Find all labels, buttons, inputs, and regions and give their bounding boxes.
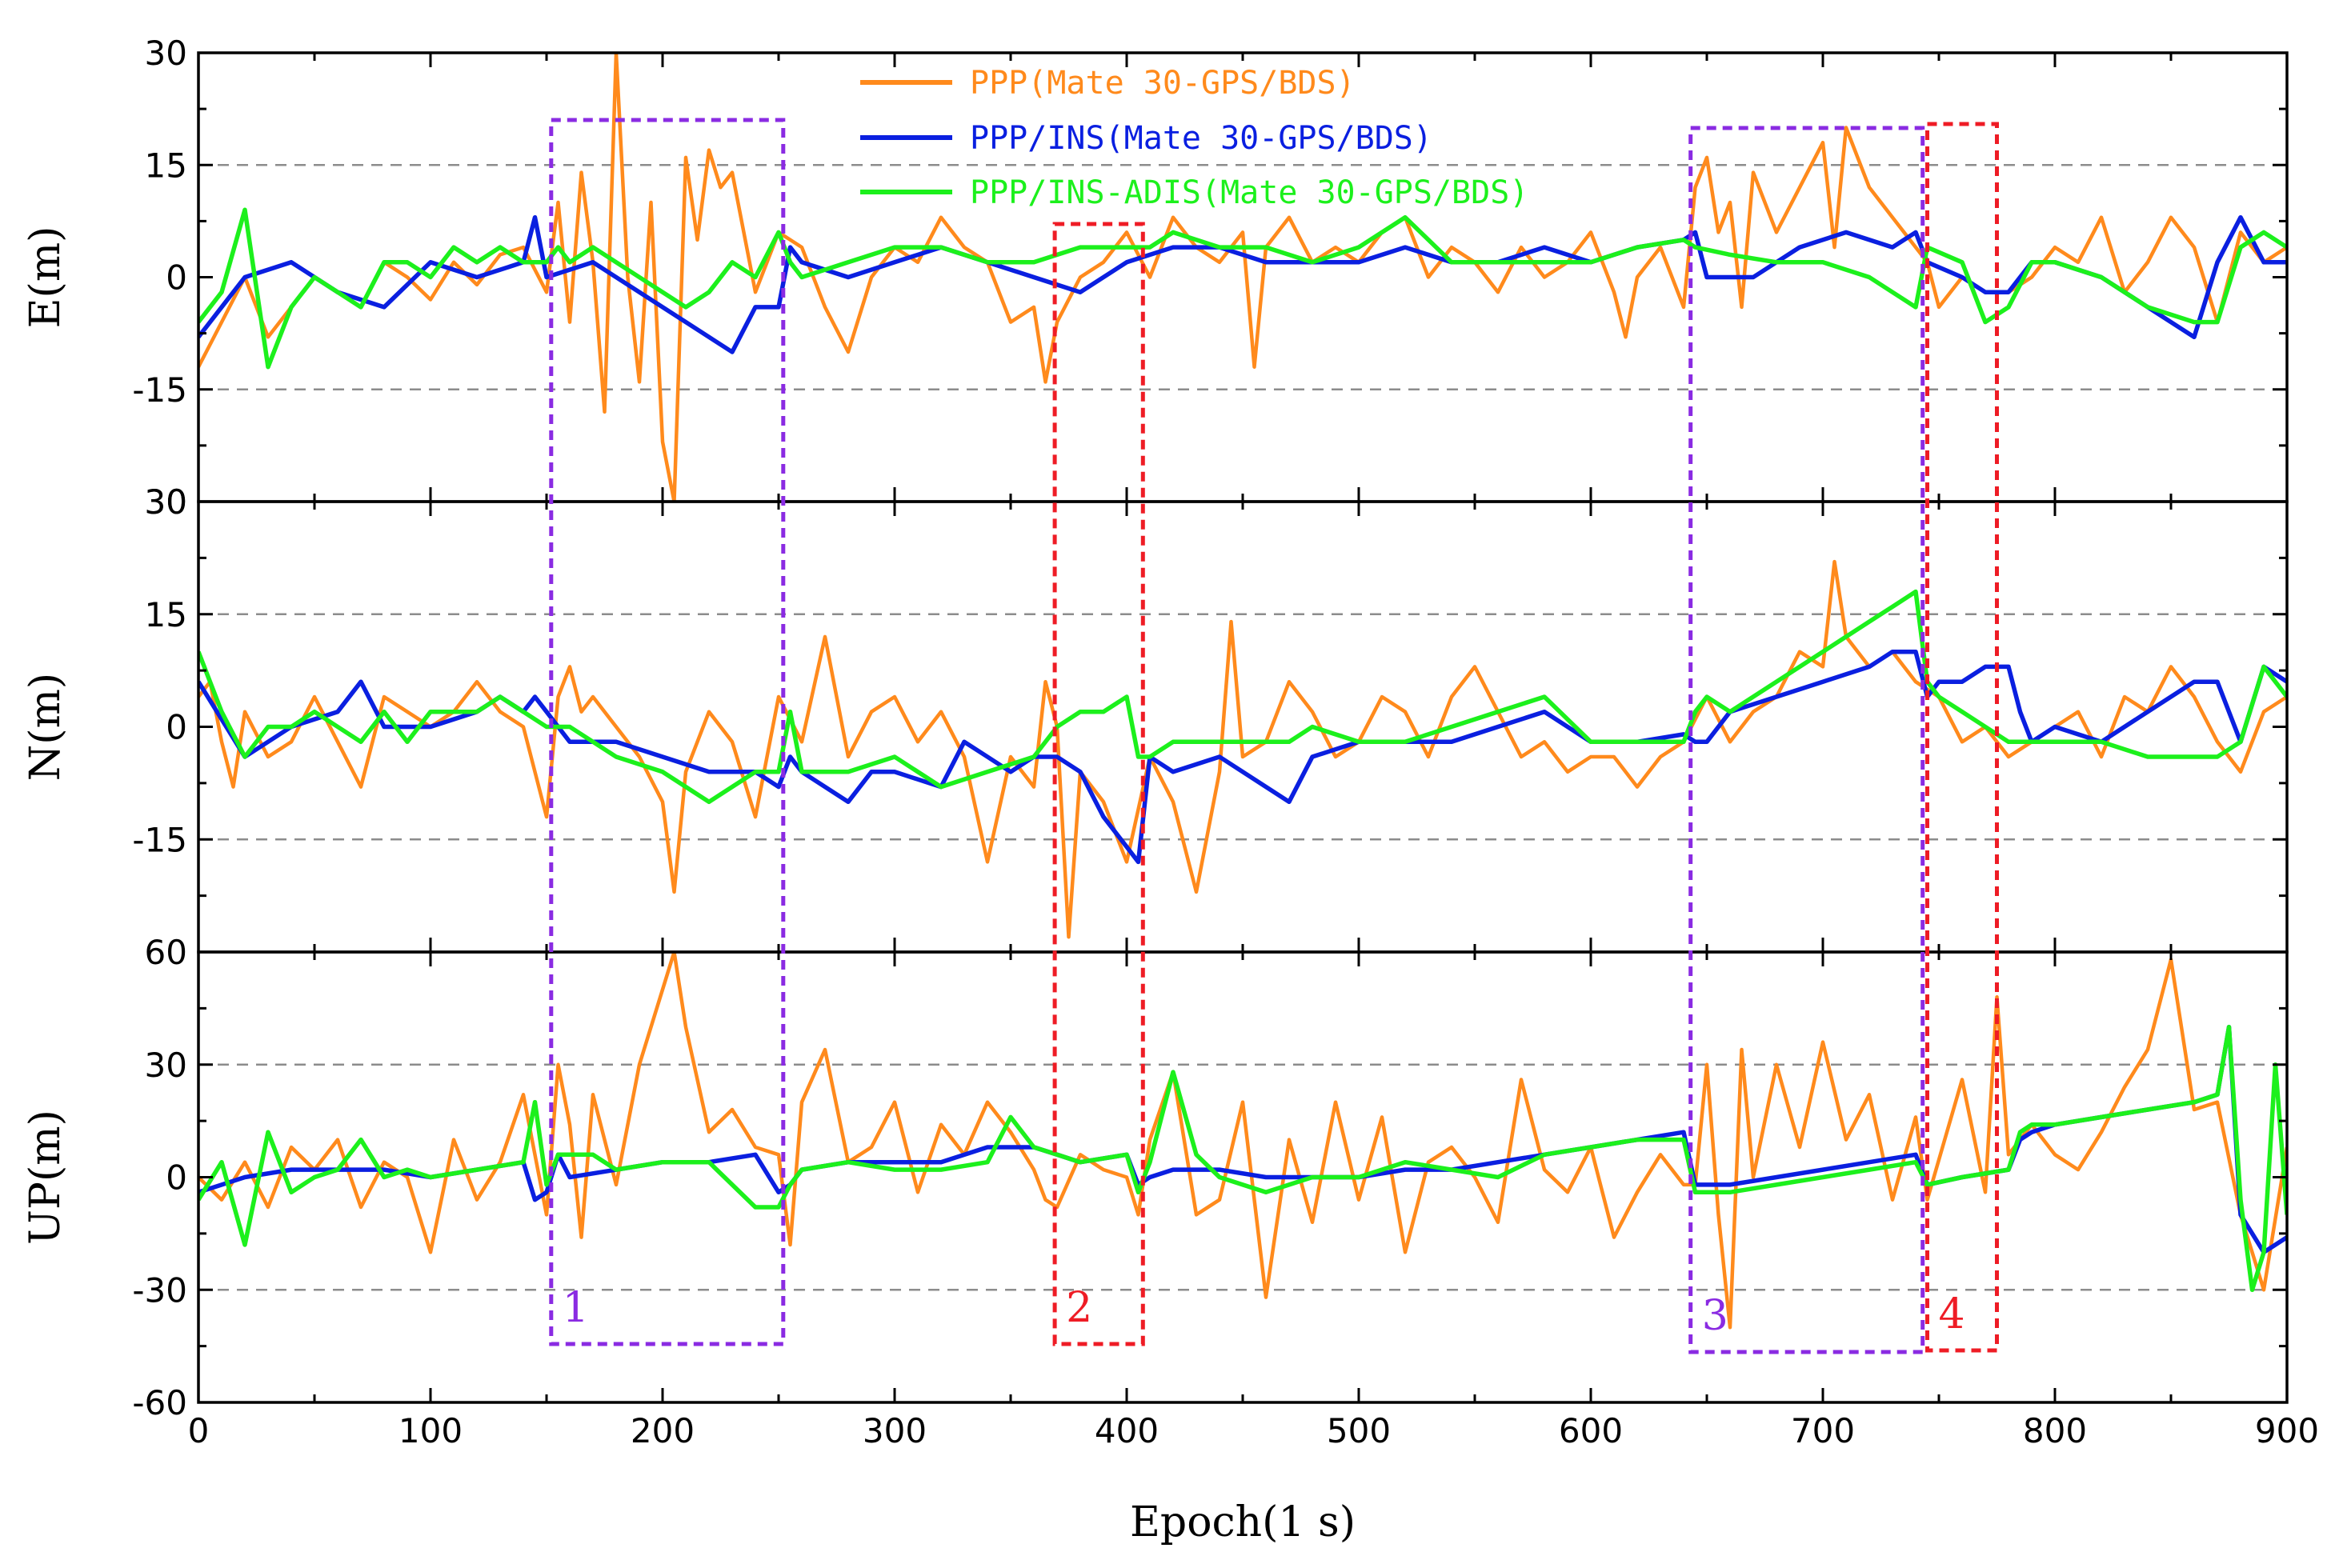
y-axis-title-UP: UP(m) (22, 1110, 70, 1245)
y-tick-label-E: 30 (145, 482, 187, 522)
x-tick-label: 600 (1559, 1411, 1623, 1450)
annotation-box-3 (1688, 126, 1925, 1354)
annotation-label-3: 3 (1702, 1292, 1728, 1340)
x-tick-label: 900 (2255, 1411, 2319, 1450)
series-line-N-ppp-ins (198, 649, 2287, 865)
y-tick-label-UP: 30 (145, 1046, 187, 1085)
annotation-box-1 (549, 118, 786, 1346)
series-line-N-ppp-ins-adis (198, 589, 2287, 805)
x-axis-title: Epoch(1 s) (1130, 1498, 1356, 1546)
y-tick-label-E: 15 (145, 146, 187, 185)
grid-layer (198, 164, 2287, 1291)
y-tick-label-E: -15 (132, 370, 187, 410)
y-tick-label-N: 15 (145, 595, 187, 634)
legend-label-0: PPP(Mate 30-GPS/BDS) (970, 65, 1356, 102)
y-tick-label-UP: -30 (132, 1270, 187, 1310)
series-line-E-ppp (198, 53, 2287, 502)
y-axis-title-E: E(m) (22, 226, 70, 329)
legend-label-2: PPP/INS-ADIS(Mate 30-GPS/BDS) (970, 174, 1528, 211)
x-tick-label: 400 (1095, 1411, 1159, 1450)
y-tick-label-N: 0 (166, 708, 187, 747)
x-tick-label: 0 (188, 1411, 210, 1450)
series-line-UP-ppp-ins-adis (198, 1025, 2287, 1293)
x-tick-label: 300 (863, 1411, 927, 1450)
annotation-label-1: 1 (563, 1284, 589, 1332)
series-line-UP-ppp (198, 952, 2287, 1330)
x-tick-label: 700 (1791, 1411, 1855, 1450)
series-line-E-ppp-ins-adis (198, 207, 2287, 370)
legend-layer: PPP(Mate 30-GPS/BDS) PPP/INS(Mate 30-GPS/… (860, 65, 1528, 211)
annotation-box-2 (1052, 222, 1145, 1346)
annotation-label-4: 4 (1939, 1290, 1965, 1338)
y-tick-label-E: 30 (145, 34, 187, 73)
text-layer: 30150-1530E(m)30150-15N(m)60300-30-60UP(… (22, 34, 2319, 1546)
y-tick-label-N: 30 (145, 482, 187, 522)
x-tick-label: 500 (1327, 1411, 1391, 1450)
y-tick-label-UP: 0 (166, 1158, 187, 1198)
annotation-box-4 (1925, 122, 1999, 1353)
x-tick-label: 200 (631, 1411, 695, 1450)
x-tick-label: 800 (2023, 1411, 2087, 1450)
panel-frame-N (197, 500, 2289, 954)
y-tick-label-UP: -60 (132, 1383, 187, 1422)
series-line-N-ppp (198, 559, 2287, 939)
series-layer (198, 53, 2287, 1330)
frame-layer (197, 51, 2289, 1404)
x-tick-label: 100 (399, 1411, 463, 1450)
annotation-layer: 1 2 3 4 (549, 118, 1999, 1354)
y-axis-title-N: N(m) (22, 673, 70, 781)
y-tick-label-N: -15 (132, 820, 187, 859)
y-tick-label-E: 0 (166, 258, 187, 298)
y-tick-label-UP: 60 (145, 933, 187, 972)
legend-label-1: PPP/INS(Mate 30-GPS/BDS) (970, 120, 1432, 157)
annotation-label-2: 2 (1066, 1284, 1092, 1332)
